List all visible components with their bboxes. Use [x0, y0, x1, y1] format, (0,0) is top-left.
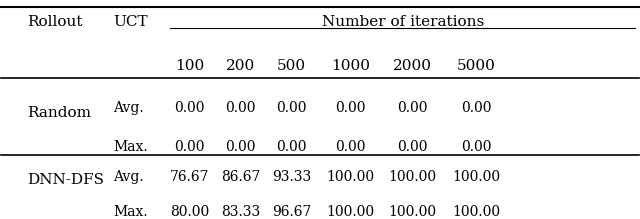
- Text: 200: 200: [226, 59, 255, 73]
- Text: Number of iterations: Number of iterations: [322, 15, 484, 29]
- Text: 0.00: 0.00: [276, 101, 307, 115]
- Text: Random: Random: [27, 106, 91, 120]
- Text: 100.00: 100.00: [326, 170, 374, 184]
- Text: 100.00: 100.00: [388, 205, 436, 219]
- Text: 0.00: 0.00: [276, 140, 307, 154]
- Text: 76.67: 76.67: [170, 170, 209, 184]
- Text: UCT: UCT: [113, 15, 148, 29]
- Text: 83.33: 83.33: [221, 205, 260, 219]
- Text: 0.00: 0.00: [461, 101, 492, 115]
- Text: 0.00: 0.00: [335, 140, 366, 154]
- Text: 1000: 1000: [331, 59, 370, 73]
- Text: 0.00: 0.00: [397, 101, 428, 115]
- Text: 93.33: 93.33: [272, 170, 311, 184]
- Text: 500: 500: [276, 59, 306, 73]
- Text: 0.00: 0.00: [174, 140, 205, 154]
- Text: 0.00: 0.00: [461, 140, 492, 154]
- Text: 0.00: 0.00: [174, 101, 205, 115]
- Text: 86.67: 86.67: [221, 170, 260, 184]
- Text: 100.00: 100.00: [388, 170, 436, 184]
- Text: Avg.: Avg.: [113, 101, 143, 115]
- Text: 0.00: 0.00: [225, 101, 255, 115]
- Text: DNN-DFS: DNN-DFS: [27, 173, 104, 187]
- Text: Max.: Max.: [113, 140, 148, 154]
- Text: 0.00: 0.00: [225, 140, 255, 154]
- Text: 0.00: 0.00: [397, 140, 428, 154]
- Text: 96.67: 96.67: [271, 205, 311, 219]
- Text: Max.: Max.: [113, 205, 148, 219]
- Text: 100.00: 100.00: [452, 170, 500, 184]
- Text: 100.00: 100.00: [452, 205, 500, 219]
- Text: Rollout: Rollout: [27, 15, 83, 29]
- Text: 2000: 2000: [393, 59, 432, 73]
- Text: 0.00: 0.00: [335, 101, 366, 115]
- Text: 5000: 5000: [457, 59, 495, 73]
- Text: 80.00: 80.00: [170, 205, 209, 219]
- Text: 100.00: 100.00: [326, 205, 374, 219]
- Text: Avg.: Avg.: [113, 170, 143, 184]
- Text: 100: 100: [175, 59, 204, 73]
